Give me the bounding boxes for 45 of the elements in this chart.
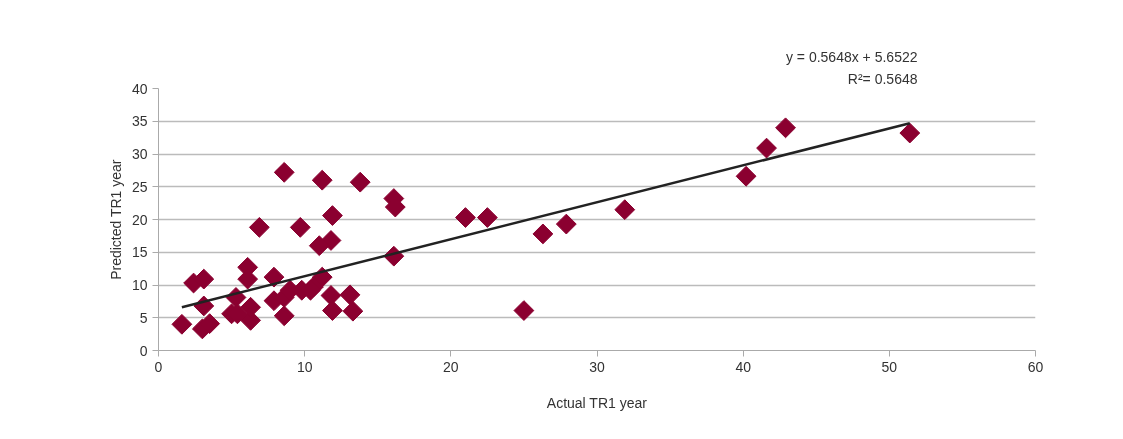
x-tick-label: 20 bbox=[443, 358, 459, 375]
point bbox=[263, 266, 285, 288]
text: R²= 0.5648 bbox=[847, 70, 918, 87]
x-tick-label: 60 bbox=[1027, 358, 1044, 375]
point bbox=[555, 213, 577, 235]
point bbox=[273, 161, 295, 183]
point bbox=[171, 313, 193, 335]
y-tick-label: 40 bbox=[131, 80, 148, 97]
point bbox=[513, 300, 535, 321]
point bbox=[322, 300, 343, 321]
x-tick-label: 30 bbox=[589, 358, 605, 375]
x-tick-label: 40 bbox=[735, 358, 752, 375]
point bbox=[342, 300, 364, 322]
point bbox=[339, 284, 361, 306]
x-tick-label: 0 bbox=[154, 358, 163, 375]
y-tick-label: 5 bbox=[139, 309, 148, 326]
point bbox=[248, 216, 270, 238]
point bbox=[899, 122, 921, 144]
y-tick-label: 0 bbox=[139, 342, 148, 359]
y-tick-label: 20 bbox=[131, 211, 148, 228]
x-axis-title: Actual TR1 year bbox=[546, 394, 648, 411]
text: y = 0.5648x + 5.6522 bbox=[785, 48, 918, 65]
x-tick-label: 50 bbox=[881, 358, 898, 375]
y-tick-label: 30 bbox=[131, 146, 148, 162]
point bbox=[311, 169, 333, 191]
point bbox=[349, 171, 371, 193]
y-tick-label: 35 bbox=[131, 113, 148, 130]
point bbox=[735, 165, 757, 187]
point bbox=[320, 285, 342, 306]
point bbox=[614, 199, 636, 221]
point bbox=[455, 207, 476, 228]
point bbox=[532, 223, 554, 245]
point bbox=[193, 268, 215, 290]
y-axis-title: Predicted TR1 year bbox=[107, 159, 124, 280]
point bbox=[289, 216, 311, 238]
point bbox=[775, 117, 796, 139]
y-tick-label: 10 bbox=[131, 277, 148, 293]
point bbox=[476, 207, 498, 228]
point bbox=[322, 205, 343, 226]
y-tick-label: 15 bbox=[131, 244, 148, 261]
point bbox=[308, 235, 330, 257]
point bbox=[756, 137, 777, 159]
x-tick-label: 10 bbox=[296, 358, 313, 375]
point bbox=[273, 305, 295, 327]
y-tick-label: 25 bbox=[131, 178, 148, 195]
